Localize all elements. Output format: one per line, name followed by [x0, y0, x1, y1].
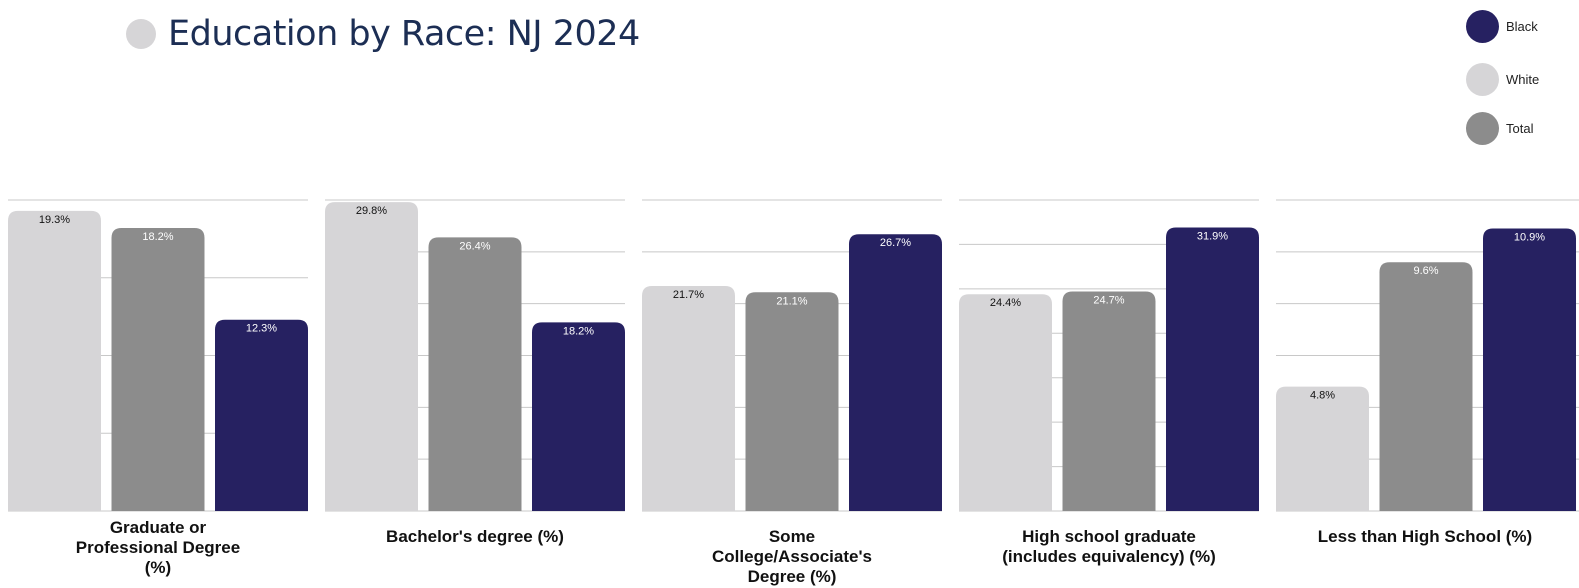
panel-label-line: Bachelor's degree (%): [386, 527, 564, 546]
data-label-white: 24.4%: [990, 297, 1021, 309]
panel-label-line: Less than High School (%): [1317, 527, 1533, 546]
panel-label-1: Graduate or Professional Degree (%): [8, 518, 308, 578]
bar-total: [745, 292, 839, 511]
panel-label-line: Graduate or: [109, 518, 207, 537]
data-label-black: 12.3%: [246, 323, 277, 335]
panel-5: 4.8% 9.6% 10.9%: [1276, 199, 1579, 512]
panel-label-line: College/Associate's: [712, 547, 872, 566]
bar-total: [111, 227, 205, 512]
legend-label-white: White: [1506, 71, 1540, 87]
data-label-black: 18.2%: [563, 325, 594, 337]
data-label-total: 21.1%: [776, 295, 807, 307]
bar-black: [1166, 227, 1259, 511]
data-label-black: 31.9%: [1197, 231, 1228, 243]
panel-3: 21.7% 21.1% 26.7%: [642, 199, 942, 512]
data-label-total: 26.4%: [459, 240, 490, 252]
legend-item-white: White: [1466, 62, 1539, 96]
data-label-white: 29.8%: [356, 205, 387, 217]
bar-black: [532, 322, 625, 511]
panel-label-line: (%): [144, 558, 172, 577]
legend-item-total: Total: [1466, 111, 1533, 145]
bar-white: [959, 294, 1052, 511]
data-label-total: 9.6%: [1413, 265, 1438, 277]
bar-total: [428, 237, 522, 511]
bar-black: [215, 319, 308, 511]
data-label-total: 18.2%: [142, 231, 173, 243]
panel-label-line: Degree (%): [747, 567, 837, 586]
data-label-white: 4.8%: [1310, 390, 1335, 402]
panel-label-2: Bachelor's degree (%): [325, 527, 625, 547]
title-bullet-icon: [126, 19, 156, 49]
data-label-total: 24.7%: [1093, 295, 1124, 307]
bar-black: [1483, 228, 1576, 511]
title-block: Education by Race: NJ 2024: [126, 8, 640, 60]
panel-label-line: (includes equivalency) (%): [1002, 547, 1216, 566]
bar-white: [642, 286, 735, 511]
panel-label-5: Less than High School (%): [1275, 527, 1575, 547]
legend-swatch-black: [1466, 9, 1499, 43]
bar-white: [8, 210, 101, 511]
data-label-black: 26.7%: [880, 237, 911, 249]
bar-white: [325, 202, 418, 511]
legend-label-black: Black: [1506, 18, 1538, 34]
panel-label-line: Professional Degree: [75, 538, 241, 557]
panel-2: 29.8% 26.4% 18.2%: [325, 199, 625, 512]
legend-item-black: Black: [1466, 9, 1538, 43]
panel-label-4: High school graduate (includes equivalenc…: [959, 527, 1259, 567]
bar-total: [1062, 291, 1156, 511]
bar-black: [849, 234, 942, 511]
chart-title: Education by Race: NJ 2024: [168, 14, 640, 54]
data-label-black: 10.9%: [1514, 232, 1545, 244]
legend-label-total: Total: [1506, 120, 1534, 136]
panel-label-line: High school graduate: [1022, 527, 1196, 546]
legend-swatch-total: [1466, 111, 1499, 145]
legend-swatch-white: [1466, 62, 1499, 96]
panel-label-line: Some: [768, 527, 816, 546]
data-label-white: 19.3%: [39, 214, 70, 226]
data-label-white: 21.7%: [673, 289, 704, 301]
panel-label-3: Some College/Associate's Degree (%): [642, 527, 942, 587]
panel-4: 24.4% 24.7% 31.9%: [959, 199, 1259, 512]
panel-1: 19.3% 18.2% 12.3%: [8, 199, 308, 512]
bar-white: [1276, 386, 1369, 511]
bar-total: [1379, 262, 1473, 511]
